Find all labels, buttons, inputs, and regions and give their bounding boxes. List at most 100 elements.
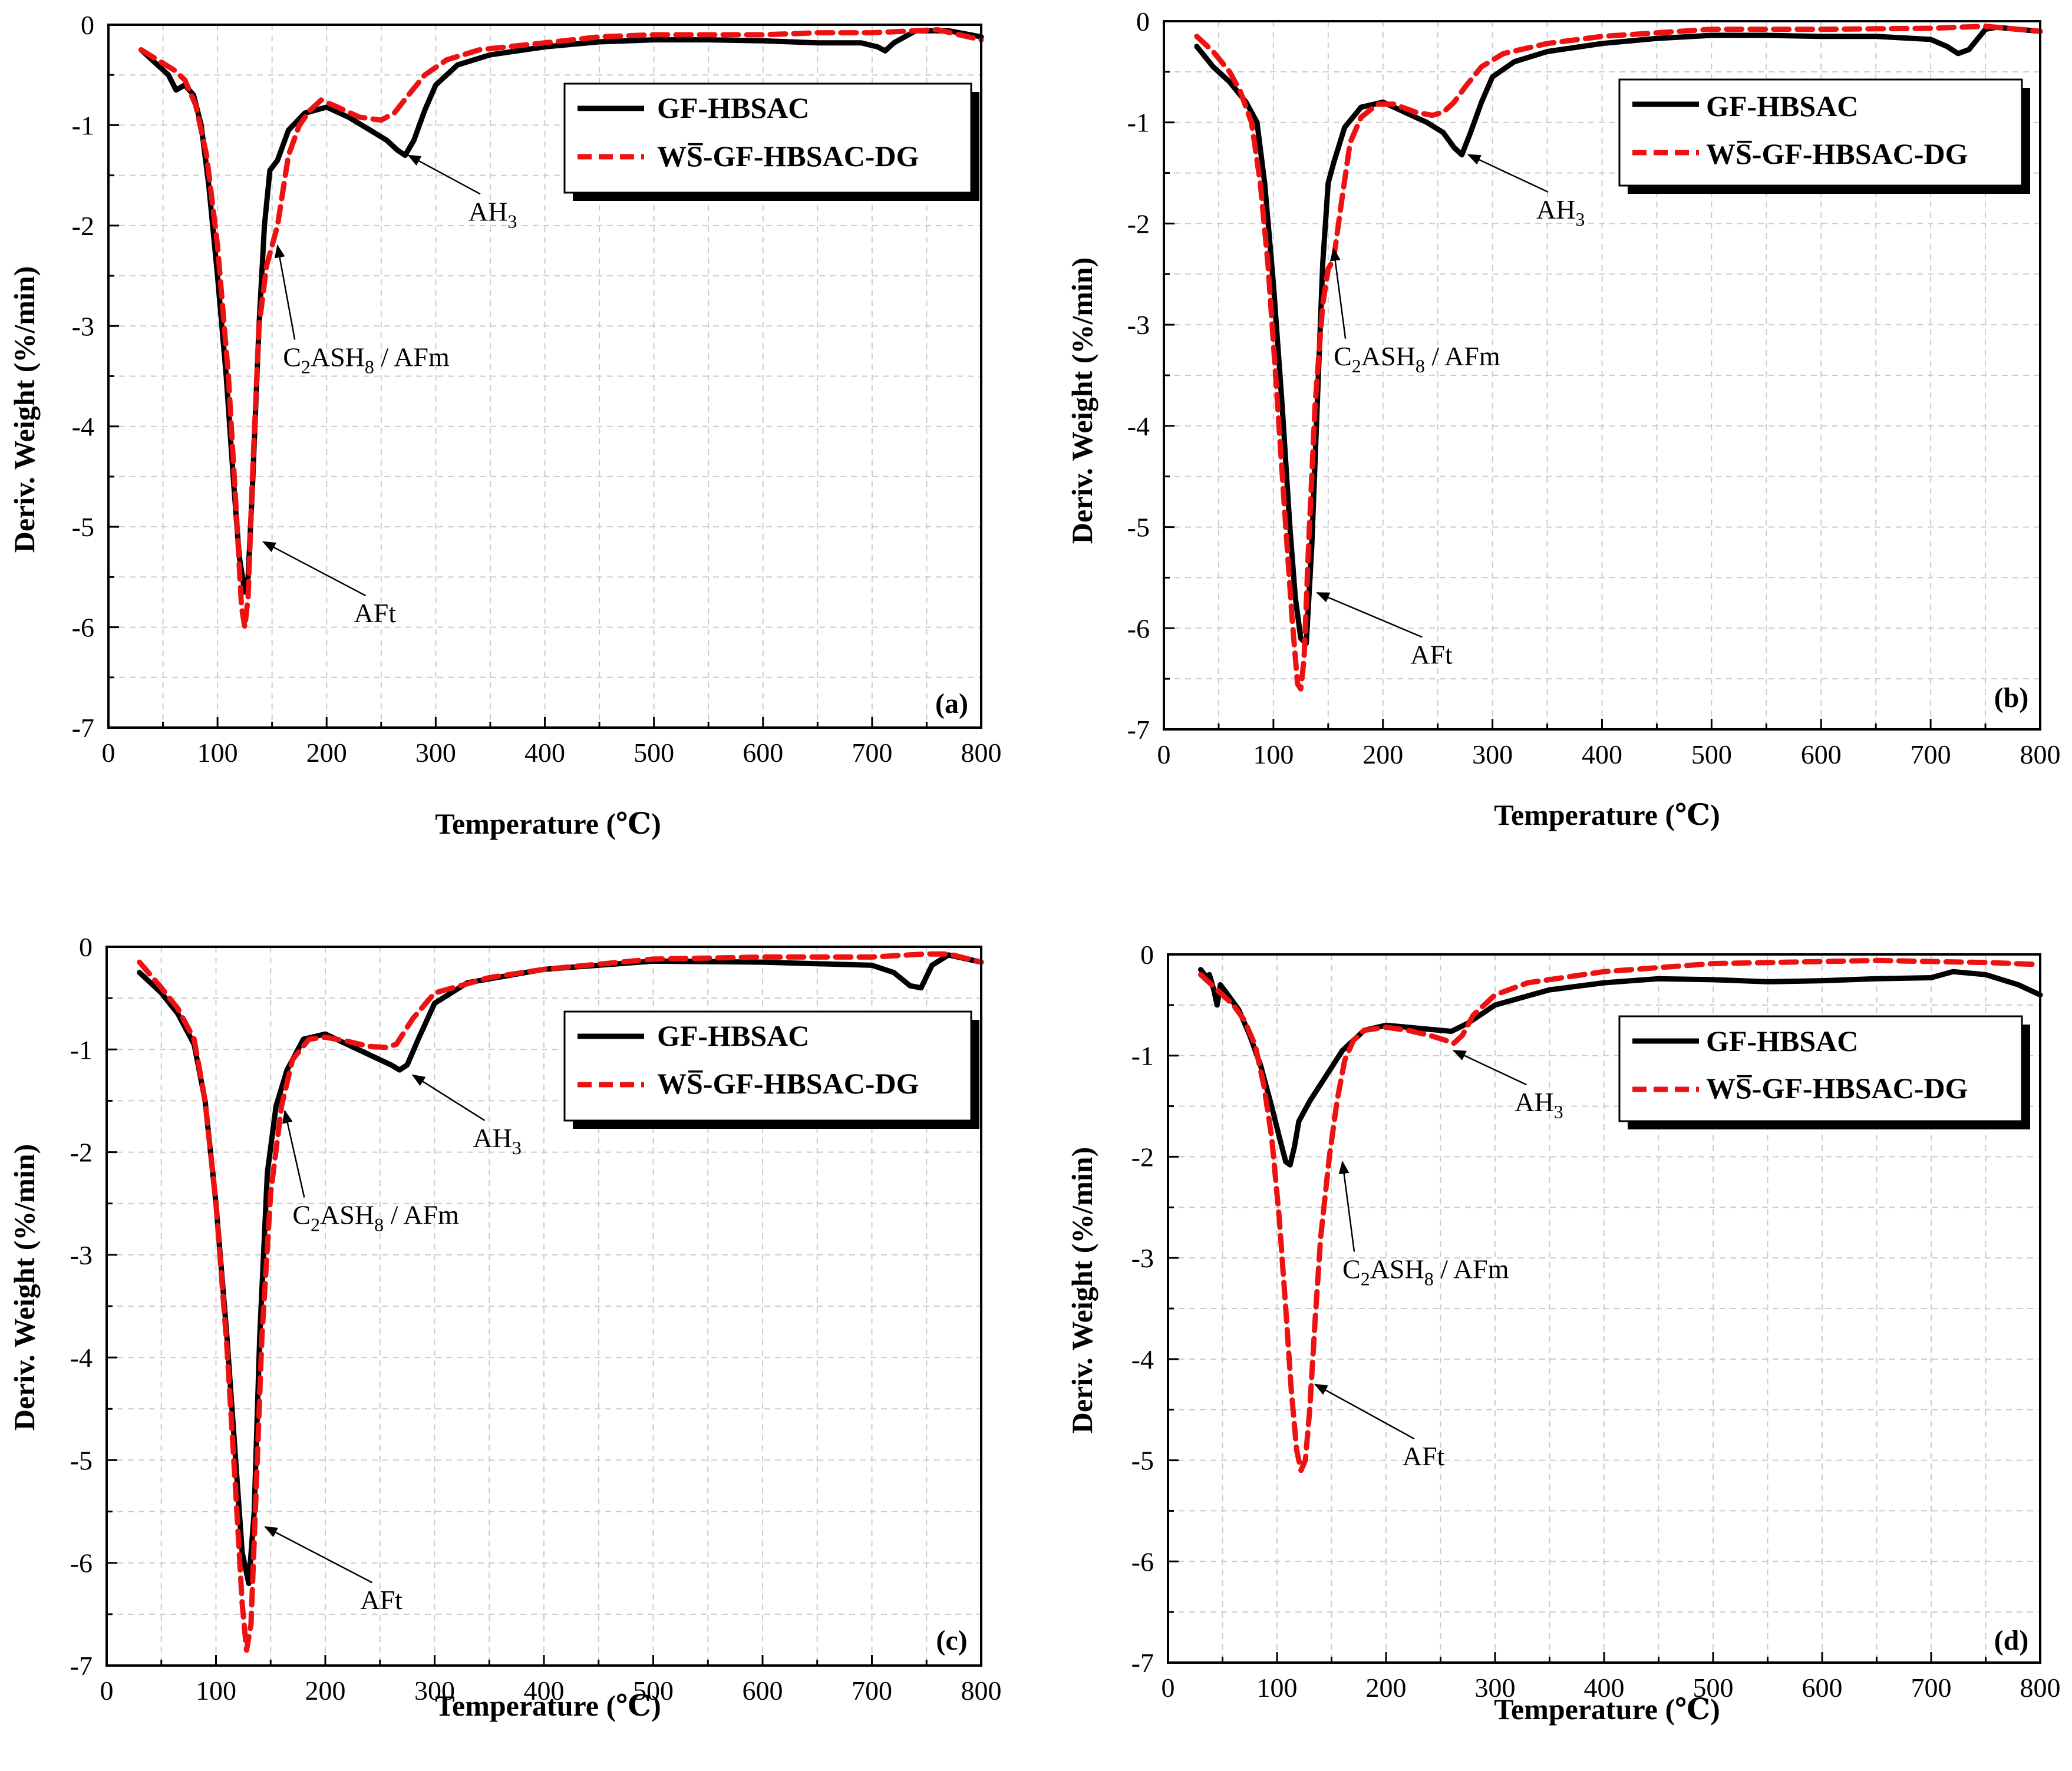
y-tick-label: -2 [72, 211, 94, 241]
annotation-label: AH3 [1536, 194, 1585, 230]
annotation-arrow [1338, 1160, 1355, 1252]
y-axis-title: Deriv. Weight (%/min) [1065, 257, 1098, 544]
series-line-ws-gf-hbsac-dg [1198, 957, 2043, 1473]
annotation-label: AH3 [1515, 1087, 1563, 1122]
legend [563, 1010, 979, 1129]
y-tick-label: -1 [70, 1035, 93, 1065]
x-tick-label: 400 [1582, 739, 1622, 769]
x-axis-title: Temperature (℃) [435, 1689, 661, 1722]
series-line-ws-gf-hbsac-dg [1194, 24, 2043, 692]
x-tick-label: 0 [102, 738, 116, 768]
y-tick-label: -1 [72, 110, 94, 140]
annotation-arrow [282, 1109, 305, 1198]
chart-panel-b: Deriv. Weight (%/min) Temperature (℃) (b… [1065, 6, 2061, 831]
legend-label-ws-gf-hbsac-dg: WS̅-GF-HBSAC-DG [657, 1067, 919, 1100]
x-tick-label: 300 [1475, 1673, 1516, 1703]
annotation-label: C2ASH8 / AFm [292, 1200, 459, 1235]
y-tick-label: -7 [70, 1651, 93, 1681]
legend [563, 82, 979, 201]
y-tick-label: 0 [1140, 940, 1154, 970]
x-tick-label: 800 [2020, 1673, 2061, 1703]
annotation-arrow [1467, 154, 1549, 193]
legend-label-gf-hbsac: GF-HBSAC [657, 1019, 809, 1052]
annotation-label: C2ASH8 / AFm [1334, 341, 1500, 376]
x-tick-label: 400 [524, 738, 565, 768]
y-tick-label: -7 [1131, 1648, 1154, 1678]
x-tick-label: 600 [1801, 739, 1842, 769]
x-axis-title: Temperature (℃) [1494, 1693, 1720, 1726]
legend-label-gf-hbsac: GF-HBSAC [657, 91, 809, 124]
panel-label: (a) [935, 688, 968, 719]
annotation-label: AH3 [473, 1123, 521, 1158]
x-tick-label: 300 [414, 1676, 455, 1706]
annotation-label: AFt [360, 1585, 402, 1615]
annotation-arrow [1316, 592, 1423, 638]
x-tick-label: 800 [961, 1676, 1002, 1706]
x-tick-label: 100 [1253, 739, 1294, 769]
x-tick-label: 0 [100, 1676, 114, 1706]
y-tick-label: 0 [79, 932, 93, 962]
x-tick-label: 700 [852, 1676, 892, 1706]
x-tick-label: 300 [1472, 739, 1513, 769]
y-axis-title: Deriv. Weight (%/min) [8, 266, 41, 553]
annotation-arrow [1314, 1383, 1415, 1440]
annotation-arrow [262, 541, 367, 597]
x-tick-label: 400 [524, 1676, 565, 1706]
y-tick-label: -3 [1127, 310, 1150, 340]
x-tick-label: 500 [633, 1676, 674, 1706]
x-tick-label: 500 [1693, 1673, 1734, 1703]
annotation-arrow [1452, 1049, 1527, 1086]
x-tick-label: 700 [1911, 739, 1951, 769]
series-line-ws-gf-hbsac-dg [138, 27, 984, 630]
legend-label-ws-gf-hbsac-dg: WS̅-GF-HBSAC-DG [657, 140, 919, 173]
y-tick-label: -6 [1131, 1547, 1154, 1577]
x-tick-label: 500 [634, 738, 674, 768]
x-tick-label: 600 [743, 1676, 783, 1706]
x-tick-label: 200 [1362, 739, 1403, 769]
y-tick-label: -1 [1127, 108, 1150, 138]
y-tick-label: -4 [70, 1343, 93, 1373]
y-tick-label: -4 [1127, 411, 1150, 441]
y-tick-label: -2 [70, 1138, 93, 1168]
series-line-ws-gf-hbsac-dg [137, 951, 984, 1653]
x-tick-label: 800 [2020, 739, 2061, 769]
y-tick-label: -7 [1127, 715, 1150, 745]
y-tick-label: -4 [1131, 1344, 1154, 1374]
legend-box [1618, 78, 2023, 187]
y-tick-label: -6 [1127, 613, 1150, 643]
x-tick-label: 200 [305, 1676, 346, 1706]
panel-label: (c) [936, 1625, 967, 1656]
y-tick-label: -5 [70, 1445, 93, 1475]
y-axis-title: Deriv. Weight (%/min) [8, 1144, 41, 1431]
annotation-label: C2ASH8 / AFm [1342, 1254, 1509, 1289]
x-tick-label: 100 [197, 738, 238, 768]
y-tick-label: -3 [72, 311, 94, 341]
x-tick-label: 200 [1366, 1673, 1407, 1703]
x-tick-label: 800 [961, 738, 1002, 768]
legend-label-gf-hbsac: GF-HBSAC [1706, 1025, 1858, 1058]
annotation-label: C2ASH8 / AFm [283, 342, 450, 377]
y-tick-label: -4 [72, 412, 94, 442]
y-tick-label: -5 [1131, 1446, 1154, 1476]
legend-label-ws-gf-hbsac-dg: WS̅-GF-HBSAC-DG [1706, 1072, 1968, 1105]
y-tick-label: -3 [1131, 1243, 1154, 1273]
chart-panel-d: Deriv. Weight (%/min) Temperature (℃) (d… [1065, 940, 2061, 1726]
annotation-arrow [411, 1074, 486, 1121]
legend-label-gf-hbsac: GF-HBSAC [1706, 90, 1858, 123]
legend [1618, 1015, 2030, 1129]
x-tick-label: 100 [196, 1676, 236, 1706]
legend-box [563, 82, 972, 194]
annotation-label: AH3 [468, 196, 517, 232]
annotation-label: AFt [1403, 1441, 1445, 1471]
x-tick-label: 0 [1162, 1673, 1175, 1703]
chart-panel-c: Deriv. Weight (%/min) Temperature (℃) (c… [8, 932, 1002, 1722]
y-tick-label: -2 [1127, 209, 1150, 239]
series-line-gf-hbsac [1194, 24, 2043, 646]
x-tick-label: 300 [415, 738, 456, 768]
y-tick-label: -2 [1131, 1142, 1154, 1172]
annotation-label: AFt [354, 598, 397, 628]
x-tick-label: 400 [1584, 1673, 1625, 1703]
x-tick-label: 100 [1257, 1673, 1298, 1703]
x-tick-label: 200 [306, 738, 347, 768]
